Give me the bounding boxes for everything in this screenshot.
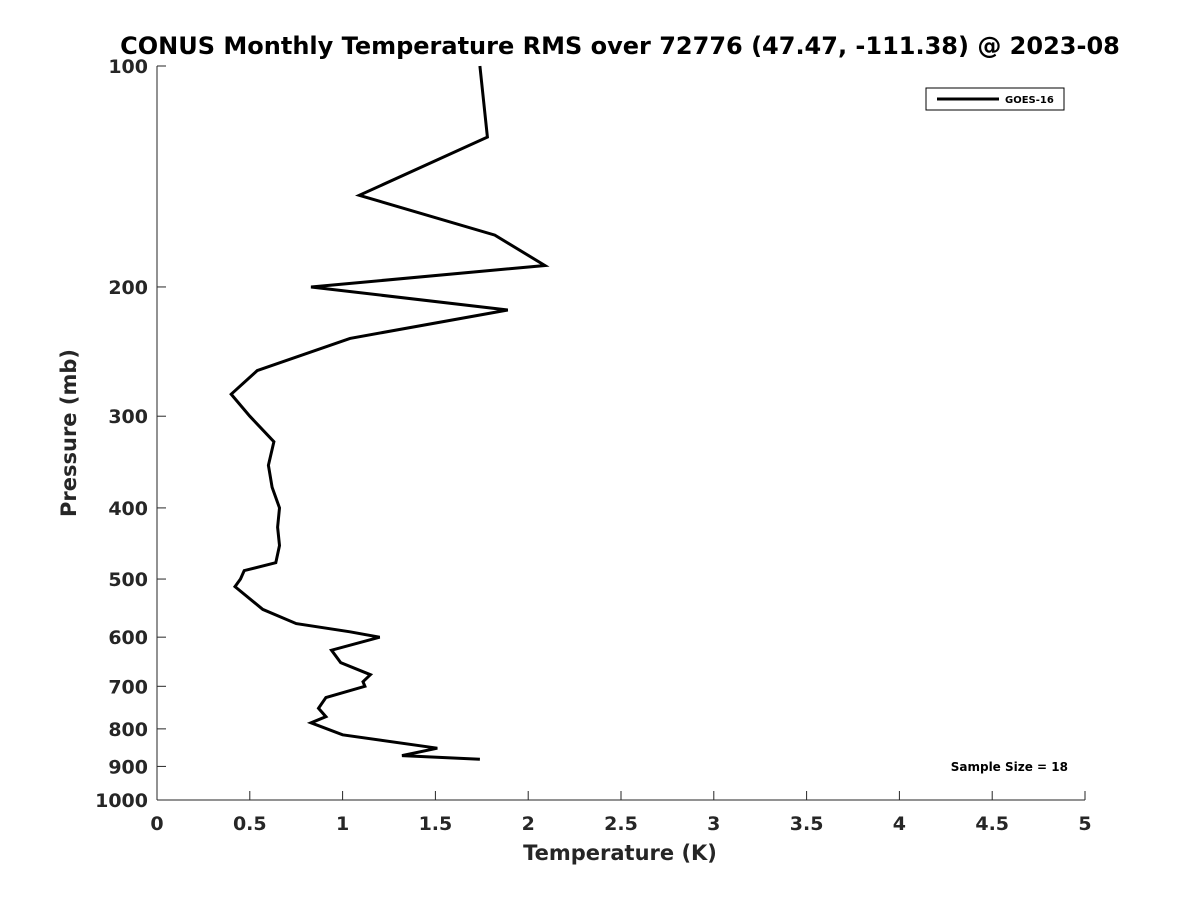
y-tick-label: 500 (108, 569, 148, 591)
x-tick-label: 3.5 (790, 813, 824, 835)
x-tick-label: 3 (707, 813, 720, 835)
x-axis-label: Temperature (K) (523, 841, 717, 865)
y-tick-label: 100 (108, 56, 148, 78)
x-tick-label: 4 (893, 813, 906, 835)
y-tick-label: 800 (108, 719, 148, 741)
y-tick-label: 400 (108, 498, 148, 520)
series-group (229, 65, 550, 761)
sample-size-annotation: Sample Size = 18 (951, 760, 1068, 774)
x-tick-label: 0.5 (233, 813, 267, 835)
x-tick-label: 2 (522, 813, 535, 835)
x-tick-label: 1.5 (419, 813, 453, 835)
chart-title: CONUS Monthly Temperature RMS over 72776… (120, 32, 1120, 60)
y-axis-label: Pressure (mb) (57, 349, 81, 517)
y-tick-label: 1000 (95, 790, 148, 812)
x-tick-label: 5 (1078, 813, 1091, 835)
x-tick-label: 2.5 (604, 813, 638, 835)
y-tick-label: 700 (108, 676, 148, 698)
x-tick-label: 4.5 (975, 813, 1009, 835)
y-tick-label: 300 (108, 406, 148, 428)
legend-label-goes-16: GOES-16 (1005, 95, 1054, 106)
x-tick-label: 1 (336, 813, 349, 835)
y-tick-label: 600 (108, 627, 148, 649)
legend: GOES-16 (925, 87, 1065, 111)
x-tick-label: 0 (150, 813, 163, 835)
axes: 0 0.5 1 1.5 2 2.5 3 3.5 4 4.5 5 100 200 300 400 500 600 7… (95, 56, 1092, 835)
y-tick-label: 900 (108, 756, 148, 778)
series-line-goes-16 (229, 65, 550, 761)
y-tick-label: 200 (108, 277, 148, 299)
